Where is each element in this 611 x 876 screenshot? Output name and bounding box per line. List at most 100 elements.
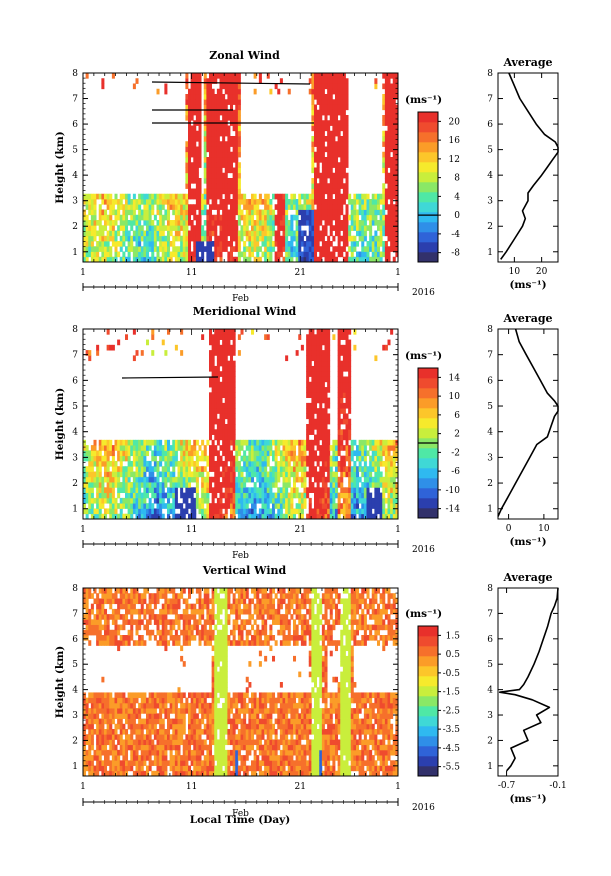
- heat-cell: [382, 83, 386, 90]
- heat-cell: [319, 214, 323, 221]
- heat-cell: [374, 214, 378, 221]
- heat-cell: [132, 204, 136, 210]
- heat-cell: [216, 497, 220, 504]
- heat-cell: [272, 503, 276, 509]
- heat-cell: [361, 209, 365, 216]
- heat-cell: [138, 476, 142, 483]
- heat-cell: [227, 241, 231, 247]
- heat-cell: [93, 235, 97, 242]
- heat-cell: [232, 225, 236, 231]
- heat-cell: [193, 508, 197, 515]
- heat-cell: [308, 460, 312, 467]
- heat-cell: [214, 204, 218, 210]
- heat-cell: [98, 708, 102, 714]
- heat-cell: [232, 151, 236, 158]
- heat-cell: [216, 88, 220, 95]
- heat-cell: [235, 167, 239, 174]
- heat-cell: [148, 466, 152, 472]
- heat-cell: [256, 497, 260, 504]
- heat-cell: [146, 241, 150, 247]
- heat-cell: [104, 214, 108, 221]
- heat-cell: [361, 235, 365, 242]
- colorbar-swatch: [418, 418, 438, 429]
- heat-cell: [232, 157, 236, 163]
- heat-cell: [316, 73, 320, 79]
- heat-cell: [216, 334, 220, 340]
- heat-cell: [169, 508, 173, 515]
- heat-cell: [101, 513, 105, 520]
- heat-cell: [384, 130, 388, 137]
- heat-cell: [109, 251, 113, 258]
- heat-cell: [98, 588, 102, 594]
- heat-cell: [88, 744, 92, 751]
- heat-cell: [337, 429, 341, 435]
- heat-cell: [369, 246, 373, 252]
- heat-cell: [332, 109, 336, 116]
- heat-cell: [96, 497, 100, 504]
- heat-cell: [361, 225, 365, 231]
- heat-cell: [109, 503, 113, 509]
- heat-cell: [329, 508, 333, 515]
- heat-cell: [117, 209, 121, 216]
- heat-cell: [216, 503, 220, 509]
- heat-cell: [387, 256, 391, 263]
- heat-cell: [125, 214, 129, 221]
- heat-cell: [117, 445, 121, 451]
- heat-cell: [214, 376, 218, 383]
- heat-cell: [156, 497, 160, 504]
- heat-cell: [295, 230, 299, 237]
- heat-cell: [390, 73, 394, 79]
- heat-cell: [243, 204, 247, 210]
- heat-cell: [174, 487, 178, 494]
- heat-cell: [182, 214, 186, 221]
- heat-cell: [127, 251, 131, 258]
- heat-cell: [285, 492, 289, 499]
- heat-cell: [324, 429, 328, 435]
- heat-cell: [227, 408, 231, 414]
- heat-cell: [314, 104, 318, 111]
- heat-cell: [106, 718, 110, 725]
- heat-cell: [198, 445, 202, 451]
- heat-cell: [308, 251, 312, 258]
- heat-cell: [230, 408, 234, 414]
- heat-cell: [316, 355, 320, 362]
- heat-cell: [356, 445, 360, 451]
- heat-cell: [348, 471, 352, 478]
- heat-cell: [135, 455, 139, 462]
- heat-cell: [324, 476, 328, 483]
- heat-cell: [224, 188, 228, 195]
- heat-cell: [245, 445, 249, 451]
- heat-cell: [177, 199, 181, 205]
- heat-cell: [209, 83, 213, 90]
- heat-cell: [90, 460, 94, 467]
- heat-cell: [206, 94, 210, 100]
- heat-cell: [232, 365, 236, 372]
- heat-cell: [290, 204, 294, 210]
- heat-cell: [308, 214, 312, 221]
- heat-cell: [324, 329, 328, 335]
- heat-cell: [216, 439, 220, 446]
- heat-cell: [222, 381, 226, 388]
- heat-cell: [293, 199, 297, 205]
- heat-cell: [384, 256, 388, 263]
- heat-cell: [195, 246, 199, 252]
- heat-cell: [127, 193, 131, 200]
- heat-cell: [290, 220, 294, 226]
- heat-cell: [285, 450, 289, 457]
- heat-cell: [172, 251, 176, 258]
- heat-cell: [248, 220, 252, 226]
- heat-cell: [266, 460, 270, 467]
- heat-cell: [256, 439, 260, 446]
- heat-cell: [379, 508, 383, 515]
- heat-cell: [222, 513, 226, 520]
- heat-cell: [237, 508, 241, 515]
- heat-cell: [321, 162, 325, 168]
- heat-cell: [324, 225, 328, 231]
- profile-x-tick-label: 10: [509, 267, 521, 277]
- heat-cell: [300, 445, 304, 451]
- heat-cell: [224, 497, 228, 504]
- heat-cell: [209, 125, 213, 132]
- heat-cell: [332, 460, 336, 467]
- heat-cell: [316, 445, 320, 451]
- colorbar-tick-label: -2: [451, 448, 460, 458]
